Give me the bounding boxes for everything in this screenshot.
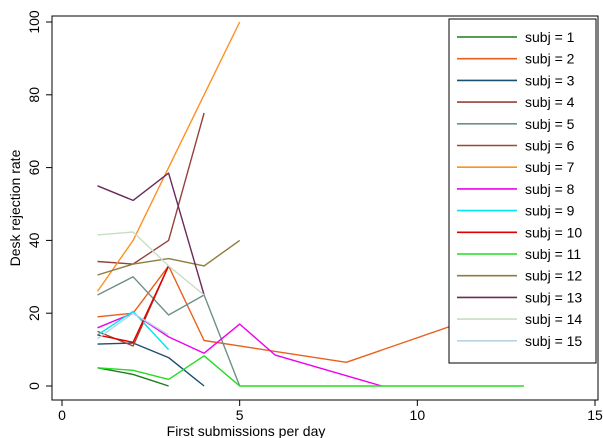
series-line-2 <box>97 265 489 363</box>
series-line-5 <box>97 276 241 387</box>
y-tick-label: 40 <box>26 232 42 248</box>
x-axis-label: First submissions per day <box>167 423 326 438</box>
y-tick-label: 0 <box>26 382 42 390</box>
legend-label-5: subj = 5 <box>525 116 575 132</box>
legend-label-11: subj = 11 <box>525 246 581 262</box>
x-tick-label: 0 <box>58 407 66 423</box>
y-tick-label: 80 <box>26 87 42 103</box>
x-tick-label: 15 <box>587 407 603 423</box>
y-tick-label: 20 <box>26 305 42 321</box>
legend-label-2: subj = 2 <box>525 51 575 67</box>
legend-label-14: subj = 14 <box>525 311 582 327</box>
legend-label-15: subj = 15 <box>525 333 582 349</box>
series-line-4 <box>97 112 205 265</box>
legend-label-4: subj = 4 <box>525 94 575 110</box>
x-tick-label: 5 <box>236 407 244 423</box>
legend-label-9: subj = 9 <box>525 203 575 219</box>
series-line-13 <box>97 172 205 296</box>
series-line-15 <box>97 312 169 340</box>
legend-label-1: subj = 1 <box>525 29 575 45</box>
series-line-14 <box>97 231 205 296</box>
legend: subj = 1 subj = 2 subj = 3 subj = 4 subj = 5… <box>448 18 597 364</box>
legend-label-8: subj = 8 <box>525 181 575 197</box>
series-line-12 <box>97 239 241 276</box>
legend-label-7: subj = 7 <box>525 159 575 175</box>
series-lines <box>96 21 524 387</box>
series-line-11 <box>97 355 524 387</box>
y-axis-label: Desk rejection rate <box>7 149 23 266</box>
series-line-10 <box>97 265 170 343</box>
series-line-9 <box>97 310 170 351</box>
x-tick-label: 10 <box>410 407 426 423</box>
y-tick-label: 60 <box>26 160 42 176</box>
series-line-7 <box>96 21 241 292</box>
series-line-1 <box>97 367 169 387</box>
series-line-3 <box>97 342 205 387</box>
y-axis: 0 20 40 60 80 100 <box>26 10 52 390</box>
legend-label-12: subj = 12 <box>525 268 582 284</box>
legend-label-6: subj = 6 <box>525 138 575 154</box>
legend-label-13: subj = 13 <box>525 289 582 305</box>
legend-label-3: subj = 3 <box>525 72 575 88</box>
legend-box <box>448 18 597 364</box>
legend-label-10: subj = 10 <box>525 224 582 240</box>
x-axis: 0 5 10 15 <box>58 400 603 423</box>
y-tick-label: 100 <box>26 10 42 34</box>
